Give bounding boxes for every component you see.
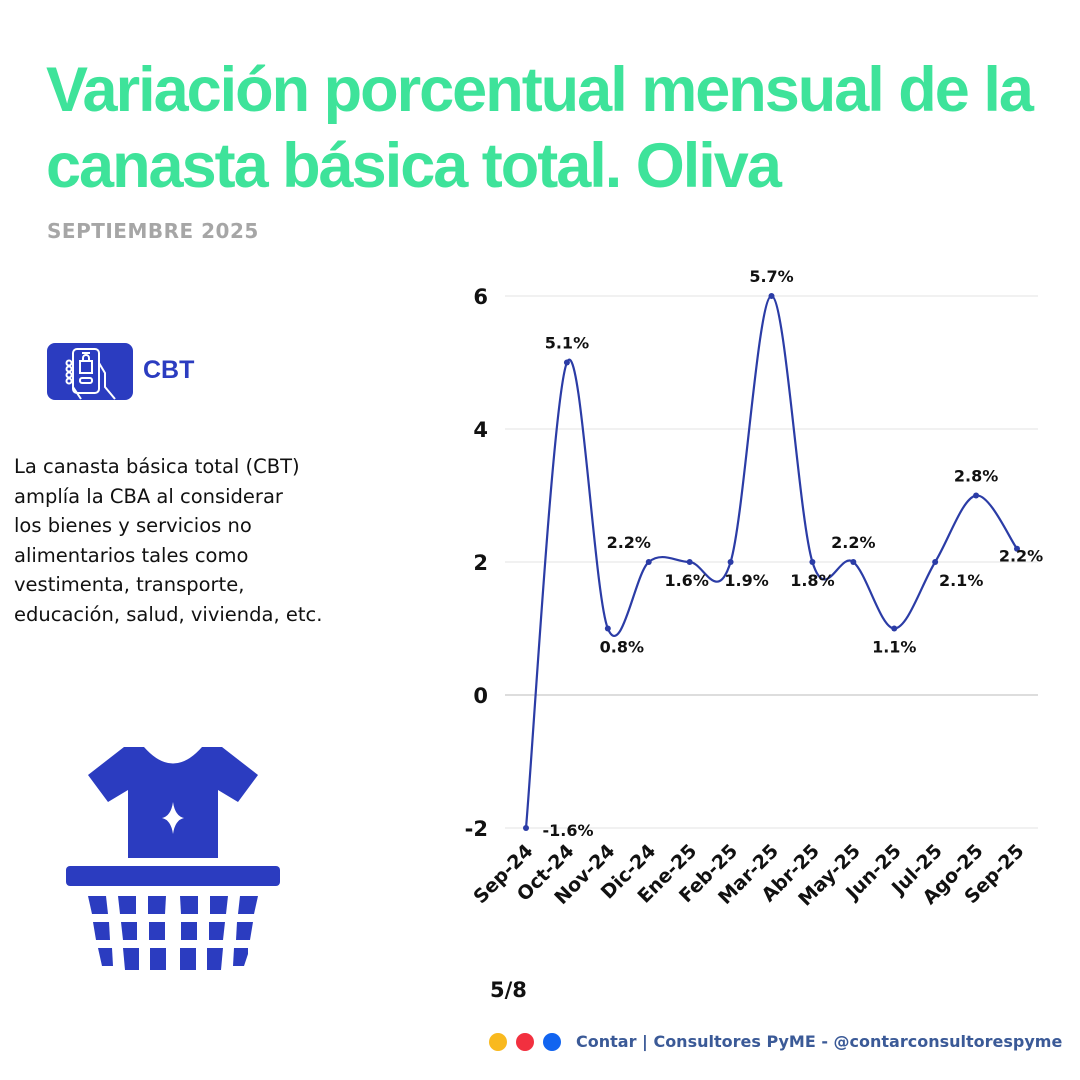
data-label: -1.6% — [542, 821, 593, 840]
data-label: 1.1% — [872, 638, 916, 657]
data-label: 2.2% — [999, 547, 1043, 566]
y-tick-label: -2 — [465, 817, 488, 841]
data-point — [1014, 545, 1020, 552]
data-label: 2.2% — [831, 533, 875, 552]
data-label: 2.2% — [607, 533, 651, 552]
page-number: 5/8 — [490, 978, 527, 1002]
data-point — [563, 359, 570, 366]
y-tick-label: 0 — [473, 684, 488, 708]
data-label: 1.9% — [724, 571, 768, 590]
series-line — [524, 294, 1018, 829]
red-dot — [516, 1032, 534, 1051]
data-label: 1.8% — [790, 571, 834, 590]
yellow-dot — [489, 1032, 507, 1051]
cbt-label: CBT — [143, 356, 195, 384]
data-point — [891, 625, 898, 632]
page-title: Variación porcentual mensual de la canas… — [46, 55, 1034, 201]
shirt-in-basket-icon — [62, 740, 284, 979]
data-point — [932, 559, 939, 565]
blue-dot — [543, 1032, 561, 1051]
data-point — [850, 559, 857, 565]
data-point — [809, 559, 816, 565]
data-label: 2.1% — [939, 571, 983, 590]
data-point — [973, 492, 980, 499]
data-label: 5.7% — [749, 267, 793, 286]
y-tick-label: 4 — [473, 418, 488, 442]
y-tick-label: 2 — [473, 551, 488, 575]
footer-credit: Contar | Consultores PyME - @contarconsu… — [576, 1032, 1063, 1051]
footer: Contar | Consultores PyME - @contarconsu… — [489, 1032, 1062, 1051]
data-point — [686, 559, 693, 565]
data-label: 0.8% — [600, 638, 644, 657]
data-point — [645, 559, 652, 565]
data-label: 5.1% — [545, 334, 589, 353]
data-point — [727, 559, 734, 565]
data-point — [768, 293, 775, 299]
data-label: 2.8% — [954, 467, 998, 486]
data-point — [604, 625, 611, 632]
y-tick-label: 6 — [473, 285, 488, 309]
data-label: 1.6% — [664, 571, 708, 590]
subtitle-date: SEPTIEMBRE 2025 — [47, 219, 259, 243]
data-point — [523, 825, 529, 831]
phone-shopping-bag-icon — [47, 343, 133, 400]
cbt-description: La canasta básica total (CBT) amplía la … — [14, 455, 323, 626]
